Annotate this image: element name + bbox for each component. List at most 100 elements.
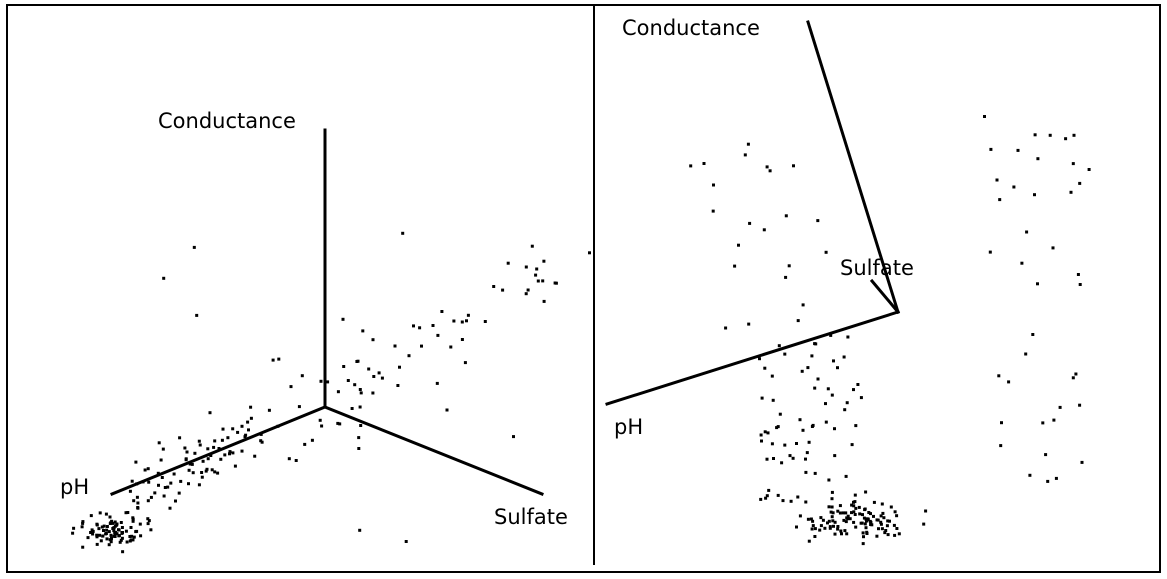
data-point	[807, 539, 811, 543]
data-point	[879, 520, 883, 524]
data-point	[811, 423, 815, 427]
data-point	[160, 476, 164, 479]
data-point	[1051, 246, 1055, 250]
data-point	[775, 426, 779, 430]
data-point	[198, 443, 202, 447]
data-point	[831, 519, 835, 523]
data-point	[188, 462, 192, 466]
data-point	[95, 533, 99, 537]
data-point	[195, 313, 199, 317]
data-point	[801, 303, 805, 307]
data-point	[813, 471, 817, 475]
data-point	[828, 525, 832, 529]
data-point	[524, 265, 528, 269]
data-point	[125, 540, 129, 544]
data-point	[1078, 181, 1082, 185]
data-point	[445, 408, 449, 412]
data-point	[149, 528, 153, 532]
data-point	[776, 425, 780, 429]
left-sulfate-label: Sulfate	[494, 505, 568, 529]
data-point	[136, 501, 140, 505]
data-point	[107, 543, 111, 547]
data-point	[1025, 230, 1029, 234]
data-point	[764, 496, 768, 500]
data-point	[824, 420, 828, 424]
data-point	[1072, 133, 1076, 137]
data-point	[844, 511, 848, 515]
data-point	[501, 288, 505, 292]
data-point	[318, 418, 322, 422]
data-point	[95, 535, 99, 539]
data-point	[854, 506, 858, 510]
data-point	[833, 520, 837, 524]
data-point	[804, 470, 808, 474]
data-point	[440, 310, 444, 313]
data-point	[850, 443, 854, 447]
data-point	[796, 495, 800, 499]
data-point	[208, 411, 212, 415]
data-point	[833, 427, 836, 431]
data-point	[826, 521, 829, 525]
data-point	[81, 521, 85, 525]
data-point	[1007, 380, 1011, 384]
data-point	[115, 522, 119, 526]
data-point	[463, 361, 467, 365]
data-point	[1046, 479, 1050, 483]
data-point	[102, 524, 106, 528]
data-point	[759, 497, 763, 501]
data-point	[206, 457, 210, 461]
data-point	[356, 359, 360, 363]
data-point	[119, 538, 123, 542]
data-point	[824, 250, 828, 254]
data-point	[839, 529, 843, 533]
data-point	[1028, 473, 1032, 477]
data-point	[460, 320, 464, 324]
data-point	[105, 537, 109, 541]
data-point	[240, 449, 244, 453]
data-point	[412, 324, 415, 328]
data-point	[853, 513, 857, 516]
data-point	[863, 508, 867, 512]
data-point	[135, 495, 139, 499]
data-point	[879, 522, 883, 526]
data-point	[100, 525, 104, 529]
data-point	[231, 451, 235, 455]
data-point	[762, 228, 766, 232]
data-point	[435, 381, 439, 385]
data-point	[226, 436, 230, 440]
data-point	[120, 536, 124, 540]
data-point	[861, 542, 865, 546]
data-point	[109, 533, 113, 537]
data-point	[770, 374, 774, 378]
data-point	[776, 493, 780, 497]
data-point	[187, 482, 190, 486]
data-point	[108, 515, 112, 519]
data-point	[287, 457, 291, 461]
data-point	[1036, 157, 1040, 161]
data-point	[861, 513, 864, 517]
data-point	[1033, 133, 1037, 137]
data-point	[146, 499, 150, 503]
data-point	[1012, 185, 1016, 189]
data-point	[377, 371, 381, 375]
data-point	[177, 491, 181, 495]
data-point	[771, 398, 775, 402]
data-point	[814, 342, 818, 346]
data-point	[800, 369, 804, 373]
data-point	[1020, 261, 1024, 265]
data-point	[1078, 403, 1082, 407]
right-conductance-label: Conductance	[622, 16, 760, 40]
data-point	[204, 469, 208, 473]
data-point	[358, 405, 362, 409]
data-point	[867, 511, 871, 514]
data-point	[294, 459, 298, 462]
data-point	[542, 299, 546, 303]
data-point	[861, 531, 865, 535]
data-point	[880, 502, 884, 506]
right-conductance-axis	[806, 20, 900, 314]
data-point	[534, 273, 538, 277]
data-point	[845, 532, 849, 536]
data-point	[748, 221, 752, 225]
data-point	[357, 447, 361, 450]
data-point	[404, 540, 408, 543]
